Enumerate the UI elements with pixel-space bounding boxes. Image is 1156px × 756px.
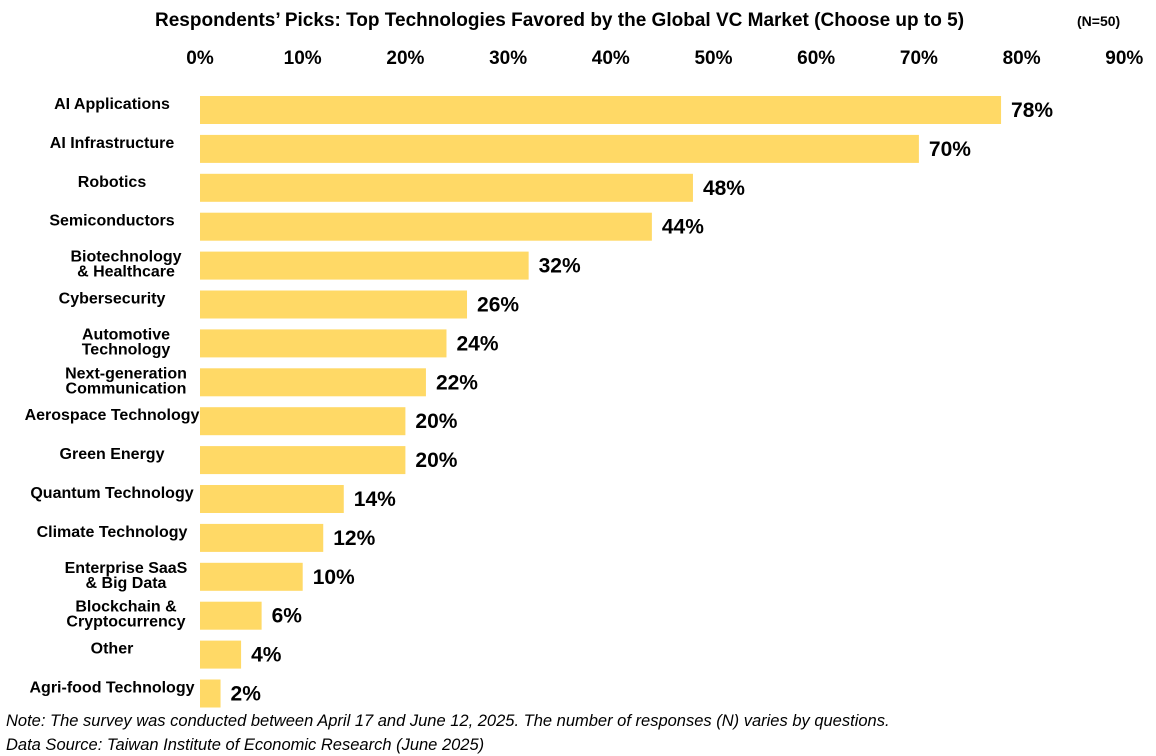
category-label: Climate Technology: [37, 524, 188, 541]
category-label-line: Communication: [66, 380, 187, 397]
data-label: 4%: [251, 644, 282, 667]
category-label-line: Cryptocurrency: [66, 614, 185, 631]
bar: [200, 601, 262, 630]
bar: [200, 407, 406, 436]
category-label: Semiconductors: [49, 213, 174, 230]
bar: [200, 251, 529, 280]
category-label: Other: [91, 641, 134, 658]
data-label: 78%: [1011, 99, 1053, 122]
category-label: AI Infrastructure: [50, 135, 175, 152]
chart-title: Respondents’ Picks: Top Technologies Fav…: [155, 10, 964, 31]
data-label: 2%: [231, 683, 262, 706]
bar: [200, 640, 242, 669]
data-label: 24%: [456, 332, 498, 355]
bar: [200, 173, 693, 202]
category-label-line: Technology: [82, 341, 171, 358]
category-label-line: Enterprise SaaS: [65, 560, 188, 577]
bar: [200, 368, 426, 397]
category-label-line: & Big Data: [86, 575, 167, 592]
data-label: 12%: [333, 527, 375, 550]
data-label: 44%: [662, 216, 704, 239]
x-tick-label: 0%: [186, 48, 214, 69]
category-labels: AI Applications AI Infrastructure Robotics…: [25, 96, 200, 697]
bar: [200, 290, 468, 319]
category-label-line: Agri-food Technology: [29, 680, 194, 697]
data-source: Data Source: Taiwan Institute of Economi…: [6, 736, 485, 754]
sample-size-label: (N=50): [1077, 13, 1120, 29]
category-label: Cybersecurity: [59, 291, 166, 308]
bar: [200, 485, 344, 513]
bar: [200, 329, 447, 358]
data-label: 14%: [354, 488, 396, 511]
x-tick-label: 70%: [900, 48, 938, 69]
category-label: Robotics: [78, 174, 147, 191]
x-tick-label: 10%: [284, 48, 322, 69]
category-label-line: AI Infrastructure: [50, 135, 175, 152]
bar: [200, 679, 221, 708]
bars: [200, 96, 1002, 708]
data-label: 26%: [477, 294, 519, 317]
category-label-line: AI Applications: [54, 96, 170, 113]
category-label: Green Energy: [60, 446, 165, 463]
data-labels: 78% 70% 48% 44% 32% 26% 24% 22% 20% 20% 14% 12% 10% 6…: [231, 99, 1054, 706]
chart: Respondents’ Picks: Top Technologies Fav…: [25, 10, 1143, 708]
category-label-line: Aerospace Technology: [25, 407, 200, 424]
category-label-line: Next-generation: [65, 365, 187, 382]
bar: [200, 562, 303, 591]
data-label: 70%: [929, 138, 971, 161]
category-label: Quantum Technology: [30, 485, 193, 502]
x-tick-label: 60%: [797, 48, 835, 69]
category-label: Biotechnology& Healthcare: [70, 249, 181, 281]
category-label: Enterprise SaaS& Big Data: [65, 560, 188, 592]
data-label: 32%: [539, 255, 581, 278]
category-label-line: Automotive: [82, 326, 170, 343]
category-label-line: & Healthcare: [77, 264, 175, 281]
data-label: 20%: [415, 410, 457, 433]
x-tick-label: 90%: [1105, 48, 1143, 69]
category-label-line: Cybersecurity: [59, 291, 166, 308]
data-label: 48%: [703, 177, 745, 200]
bar: [200, 446, 406, 475]
category-label: Agri-food Technology: [29, 680, 194, 697]
bar: [200, 96, 1002, 124]
category-label-line: Semiconductors: [49, 213, 174, 230]
category-label-line: Climate Technology: [37, 524, 188, 541]
category-label-line: Blockchain &: [75, 599, 177, 616]
bar: [200, 134, 919, 163]
x-tick-label: 50%: [694, 48, 732, 69]
bar: [200, 523, 324, 552]
category-label-line: Robotics: [78, 174, 147, 191]
x-axis-ticks: 0% 10% 20% 30% 40% 50% 60% 70% 80% 90%: [186, 48, 1143, 69]
category-label: AI Applications: [54, 96, 170, 113]
category-label: Aerospace Technology: [25, 407, 200, 424]
x-tick-label: 40%: [592, 48, 630, 69]
x-tick-label: 30%: [489, 48, 527, 69]
data-label: 6%: [272, 605, 303, 628]
x-tick-label: 20%: [386, 48, 424, 69]
category-label-line: Other: [91, 641, 134, 658]
bar: [200, 212, 652, 241]
data-label: 20%: [415, 449, 457, 472]
category-label-line: Green Energy: [60, 446, 165, 463]
data-label: 10%: [313, 566, 355, 589]
data-label: 22%: [436, 371, 478, 394]
footnote: Note: The survey was conducted between A…: [6, 712, 890, 730]
x-tick-label: 80%: [1003, 48, 1041, 69]
category-label-line: Quantum Technology: [30, 485, 193, 502]
category-label: Blockchain &Cryptocurrency: [66, 599, 185, 631]
category-label-line: Biotechnology: [70, 249, 181, 266]
